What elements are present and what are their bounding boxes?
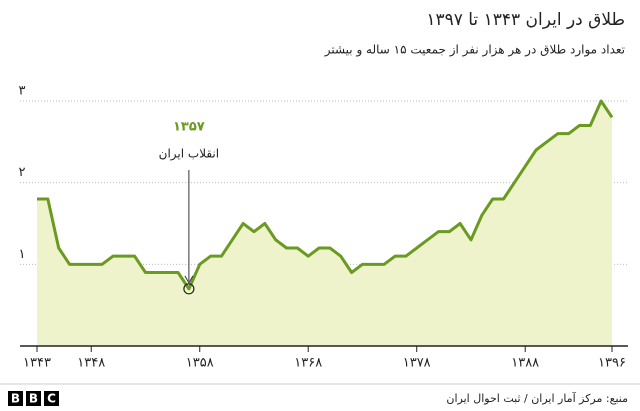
x-tick-label: ۱۳۴۸ — [77, 356, 105, 371]
y-tick-label: ۲ — [19, 165, 26, 180]
line — [37, 99, 614, 291]
logo-letter: B — [29, 392, 38, 406]
annotation-point — [183, 283, 195, 295]
y-tick-label: ۳ — [19, 84, 26, 99]
annotation-label: ۱۳۵۷ — [173, 120, 205, 135]
x-tick-label: ۱۳۸۸ — [511, 356, 539, 371]
logo-box — [44, 391, 59, 406]
annotation-arrowhead — [184, 275, 194, 284]
chart-title: طلاق در ایران ۱۳۴۳ تا ۱۳۹۷ — [426, 10, 625, 30]
x-tick-label: ۱۳۵۸ — [186, 356, 214, 371]
x-tick-label: ۱۳۴۳ — [23, 356, 51, 371]
x-tick-label: ۱۳۶۸ — [294, 356, 322, 371]
area — [37, 101, 612, 346]
logo-box — [8, 391, 23, 406]
logo-letter: B — [11, 392, 20, 406]
x-tick-label: ۱۳۹۶ — [598, 356, 626, 371]
logo-box — [26, 391, 41, 406]
source: منبع: مرکز آمار ایران / ثبت احوال ایران — [446, 391, 628, 405]
chart-subtitle: تعداد موارد طلاق در هر هزار نفر از جمعیت… — [324, 43, 625, 58]
x-tick-label: ۱۳۷۸ — [403, 356, 431, 371]
y-tick-label: ۱ — [19, 247, 26, 262]
annotation-text: انقلاب ایران — [159, 147, 219, 162]
logo-letter: C — [47, 392, 56, 406]
logo: B B C — [8, 391, 59, 406]
